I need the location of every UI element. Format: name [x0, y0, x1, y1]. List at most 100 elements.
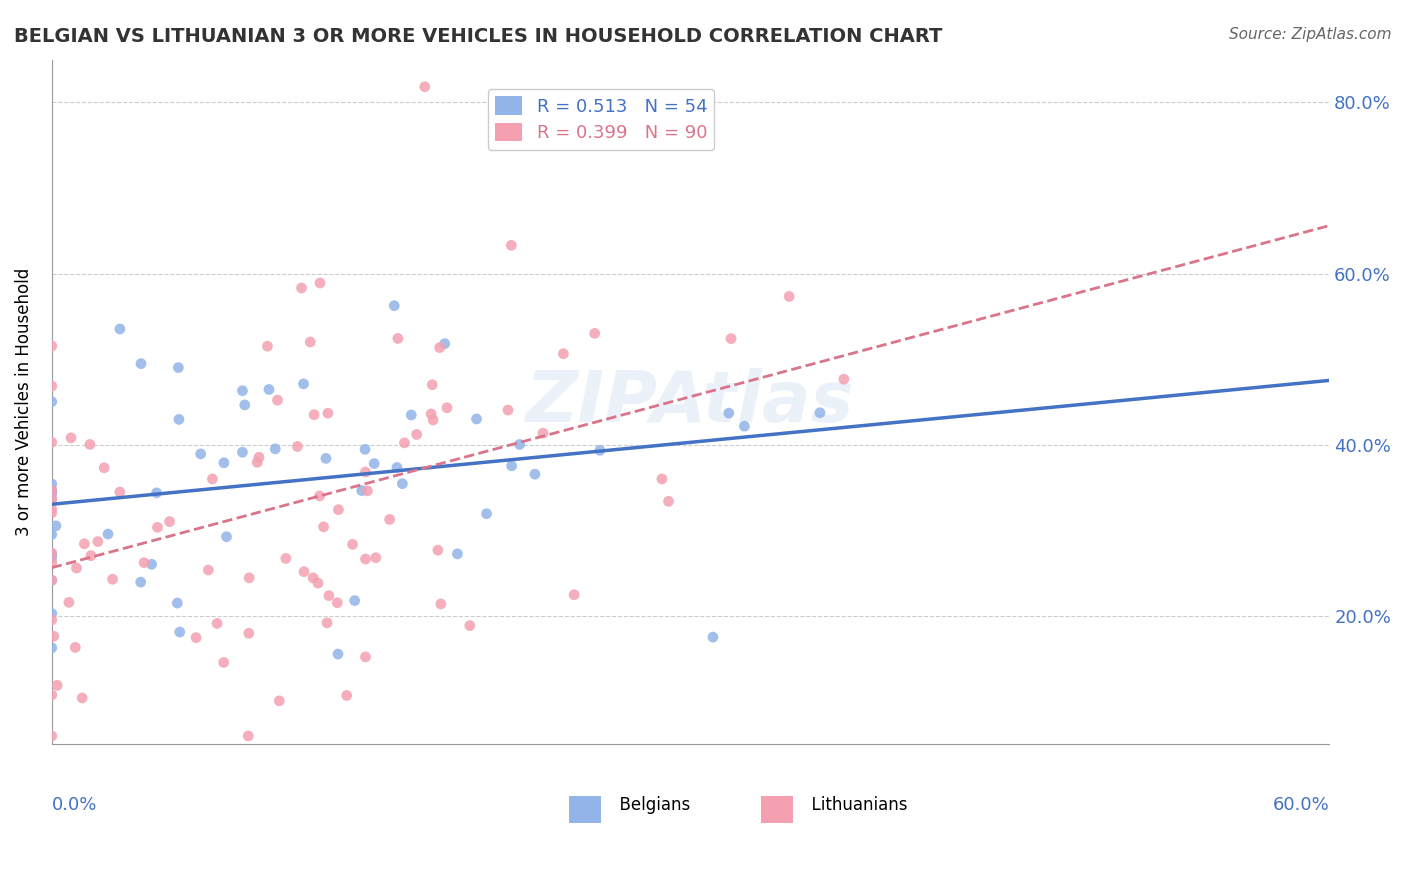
Point [197, 563, 219, 577]
Point [146, 520, 169, 534]
Point [429, 341, 451, 355]
Point [41, 492, 63, 507]
Point [212, 656, 235, 670]
Point [336, 689, 359, 703]
Point [108, 322, 131, 336]
Point [233, 398, 256, 412]
Point [93, 460, 115, 475]
Point [274, 551, 297, 566]
Point [426, 543, 449, 558]
Point [399, 408, 422, 422]
Point [308, 489, 330, 503]
Point [41, 484, 63, 499]
Point [184, 631, 207, 645]
Point [41, 476, 63, 491]
Point [717, 406, 740, 420]
Point [190, 447, 212, 461]
Point [501, 238, 523, 252]
Point [257, 383, 280, 397]
Point [436, 401, 458, 415]
Point [326, 647, 349, 661]
Point [354, 442, 377, 457]
Point [215, 530, 238, 544]
Point [292, 565, 315, 579]
Text: 0.0%: 0.0% [52, 796, 97, 814]
Point [316, 406, 339, 420]
Point [238, 571, 260, 585]
Point [307, 576, 329, 591]
Point [212, 456, 235, 470]
Point [231, 384, 253, 398]
Point [41, 640, 63, 655]
Point [246, 455, 269, 469]
Text: Lithuanians: Lithuanians [780, 796, 907, 814]
Point [169, 625, 191, 640]
Point [350, 483, 373, 498]
Point [553, 347, 575, 361]
Point [733, 419, 755, 434]
Point [354, 552, 377, 566]
Point [41, 548, 63, 562]
Point [205, 616, 228, 631]
Point [509, 437, 531, 451]
Point [292, 376, 315, 391]
Point [430, 597, 453, 611]
Point [315, 451, 337, 466]
Point [354, 649, 377, 664]
Point [405, 427, 427, 442]
Point [420, 407, 443, 421]
Point [720, 332, 742, 346]
Point [475, 507, 498, 521]
Point [458, 618, 481, 632]
Point [58, 595, 80, 609]
Point [433, 336, 456, 351]
Point [167, 412, 190, 426]
Point [41, 491, 63, 506]
FancyBboxPatch shape [569, 796, 602, 823]
Point [129, 357, 152, 371]
Point [41, 379, 63, 393]
Point [238, 626, 260, 640]
Point [702, 630, 724, 644]
Point [41, 573, 63, 587]
Point [328, 502, 350, 516]
Point [87, 534, 110, 549]
Point [657, 494, 679, 508]
Point [496, 403, 519, 417]
Point [167, 360, 190, 375]
Point [65, 561, 87, 575]
Point [41, 688, 63, 702]
Point [562, 588, 585, 602]
Point [256, 339, 278, 353]
Point [145, 486, 167, 500]
Point [97, 527, 120, 541]
Point [266, 393, 288, 408]
Point [231, 445, 253, 459]
Point [41, 506, 63, 520]
Point [41, 550, 63, 565]
Point [316, 615, 339, 630]
Point [778, 289, 800, 303]
Point [589, 443, 612, 458]
Point [364, 550, 387, 565]
Point [41, 339, 63, 353]
Point [45, 518, 67, 533]
Point [422, 413, 444, 427]
Point [290, 281, 312, 295]
Point [302, 408, 325, 422]
Point [60, 431, 83, 445]
Point [446, 547, 468, 561]
Point [41, 394, 63, 409]
Point [41, 546, 63, 560]
Point [73, 537, 96, 551]
Point [41, 555, 63, 569]
Point [41, 527, 63, 541]
Point [132, 556, 155, 570]
Point [420, 377, 443, 392]
Point [70, 690, 93, 705]
Point [309, 276, 332, 290]
Point [41, 574, 63, 588]
Point [356, 483, 378, 498]
FancyBboxPatch shape [761, 796, 793, 823]
Point [201, 472, 224, 486]
